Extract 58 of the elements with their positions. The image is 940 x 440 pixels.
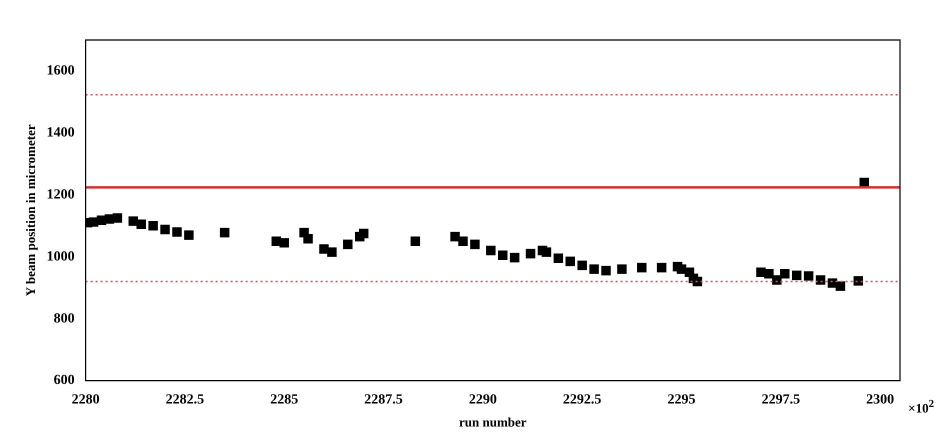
point bbox=[656, 262, 666, 272]
point bbox=[486, 246, 496, 256]
point bbox=[220, 228, 230, 238]
point bbox=[470, 240, 480, 250]
point bbox=[343, 240, 353, 250]
point bbox=[617, 264, 627, 274]
point bbox=[780, 269, 790, 279]
point bbox=[327, 247, 337, 257]
point bbox=[860, 178, 869, 188]
y-tick-label: 1000 bbox=[46, 249, 75, 264]
x-tick-label: 2280 bbox=[72, 392, 100, 408]
point bbox=[816, 275, 826, 285]
x-tick-label: 2292.5 bbox=[562, 392, 602, 408]
point bbox=[128, 216, 138, 226]
point bbox=[542, 247, 552, 257]
point bbox=[450, 232, 460, 242]
point bbox=[410, 236, 420, 246]
point bbox=[577, 260, 587, 270]
point bbox=[279, 238, 289, 248]
y-tick-label: 1400 bbox=[46, 126, 75, 140]
point bbox=[637, 262, 647, 272]
point bbox=[601, 266, 611, 276]
x-axis-title: run number bbox=[459, 414, 527, 430]
x-tick-label: 2282.5 bbox=[166, 392, 204, 408]
point bbox=[554, 254, 564, 264]
point bbox=[303, 234, 313, 244]
x-tick-label: 2285 bbox=[270, 392, 298, 408]
point bbox=[589, 264, 599, 274]
point bbox=[772, 275, 782, 285]
y-tick-label: 600 bbox=[54, 373, 75, 388]
point bbox=[804, 271, 814, 281]
x-tick-label: 2287.5 bbox=[364, 392, 403, 408]
point bbox=[498, 250, 508, 260]
point bbox=[458, 236, 468, 246]
text: ×10$^{2}$ bbox=[908, 398, 934, 416]
x-tick-label: 2290 bbox=[468, 392, 497, 408]
y-axis-title: Y beam position in micrometer bbox=[23, 124, 38, 296]
x-tick-label: 2297.5 bbox=[762, 392, 800, 408]
point bbox=[854, 276, 864, 286]
point bbox=[112, 213, 122, 223]
point bbox=[764, 269, 774, 279]
point bbox=[836, 281, 846, 291]
x-tick-label: 2300 bbox=[866, 392, 894, 408]
point bbox=[792, 270, 802, 280]
point bbox=[148, 221, 158, 231]
point bbox=[692, 276, 702, 286]
x-tick-label: 2295 bbox=[668, 392, 696, 408]
y-tick-label: 1200 bbox=[46, 187, 75, 202]
point bbox=[160, 224, 170, 234]
point bbox=[510, 252, 520, 262]
point bbox=[184, 230, 194, 240]
point bbox=[358, 228, 368, 238]
point bbox=[526, 248, 536, 258]
point bbox=[136, 219, 146, 229]
point bbox=[172, 227, 182, 237]
y-tick-label: 1600 bbox=[46, 64, 75, 79]
point bbox=[566, 256, 576, 266]
y-tick-label: 800 bbox=[54, 311, 75, 326]
